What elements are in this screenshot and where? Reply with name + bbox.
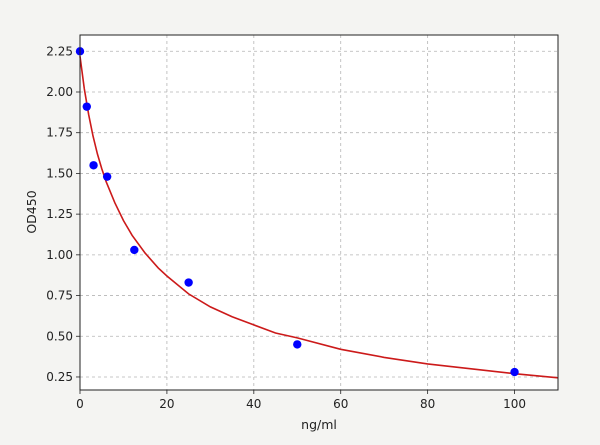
data-point [89,161,98,170]
x-tick-label: 0 [76,397,84,411]
data-points [75,47,519,377]
fit-curves [79,56,559,379]
x-tick-label: 40 [246,397,261,411]
y-tick-labels: 0.25 0.50 0.75 1.00 1.25 1.50 1.75 2.00 2.25 [46,44,73,384]
y-tick-label: 1.50 [46,166,73,180]
x-tick-label: 20 [159,397,174,411]
y-tick-label: 0.75 [46,289,73,303]
y-tick-label: 0.50 [46,329,73,343]
x-tick-label: 60 [333,397,348,411]
data-point [82,102,91,111]
data-point [293,340,302,349]
data-point [130,245,139,255]
x-axis-label: ng/ml [301,417,337,432]
x-tick-labels: 0 20 40 60 80 100 [76,397,526,411]
plot-frame [79,34,559,391]
data-point [102,172,112,181]
y-tick-label: 1.75 [46,126,73,140]
grid [79,35,558,390]
plot-area [80,35,558,390]
x-tick-label: 80 [420,397,435,411]
y-axis-label: OD450 [24,190,39,233]
y-tick-label: 2.00 [46,85,73,99]
x-tick-label: 100 [503,397,526,411]
y-tick-label: 0.25 [46,370,73,384]
y-tick-label: 2.25 [46,44,73,58]
data-point [184,278,193,287]
y-tick-label: 1.25 [46,207,73,221]
fit-curve-line [79,56,559,379]
data-point [510,367,519,377]
y-tick-label: 1.00 [46,248,73,262]
